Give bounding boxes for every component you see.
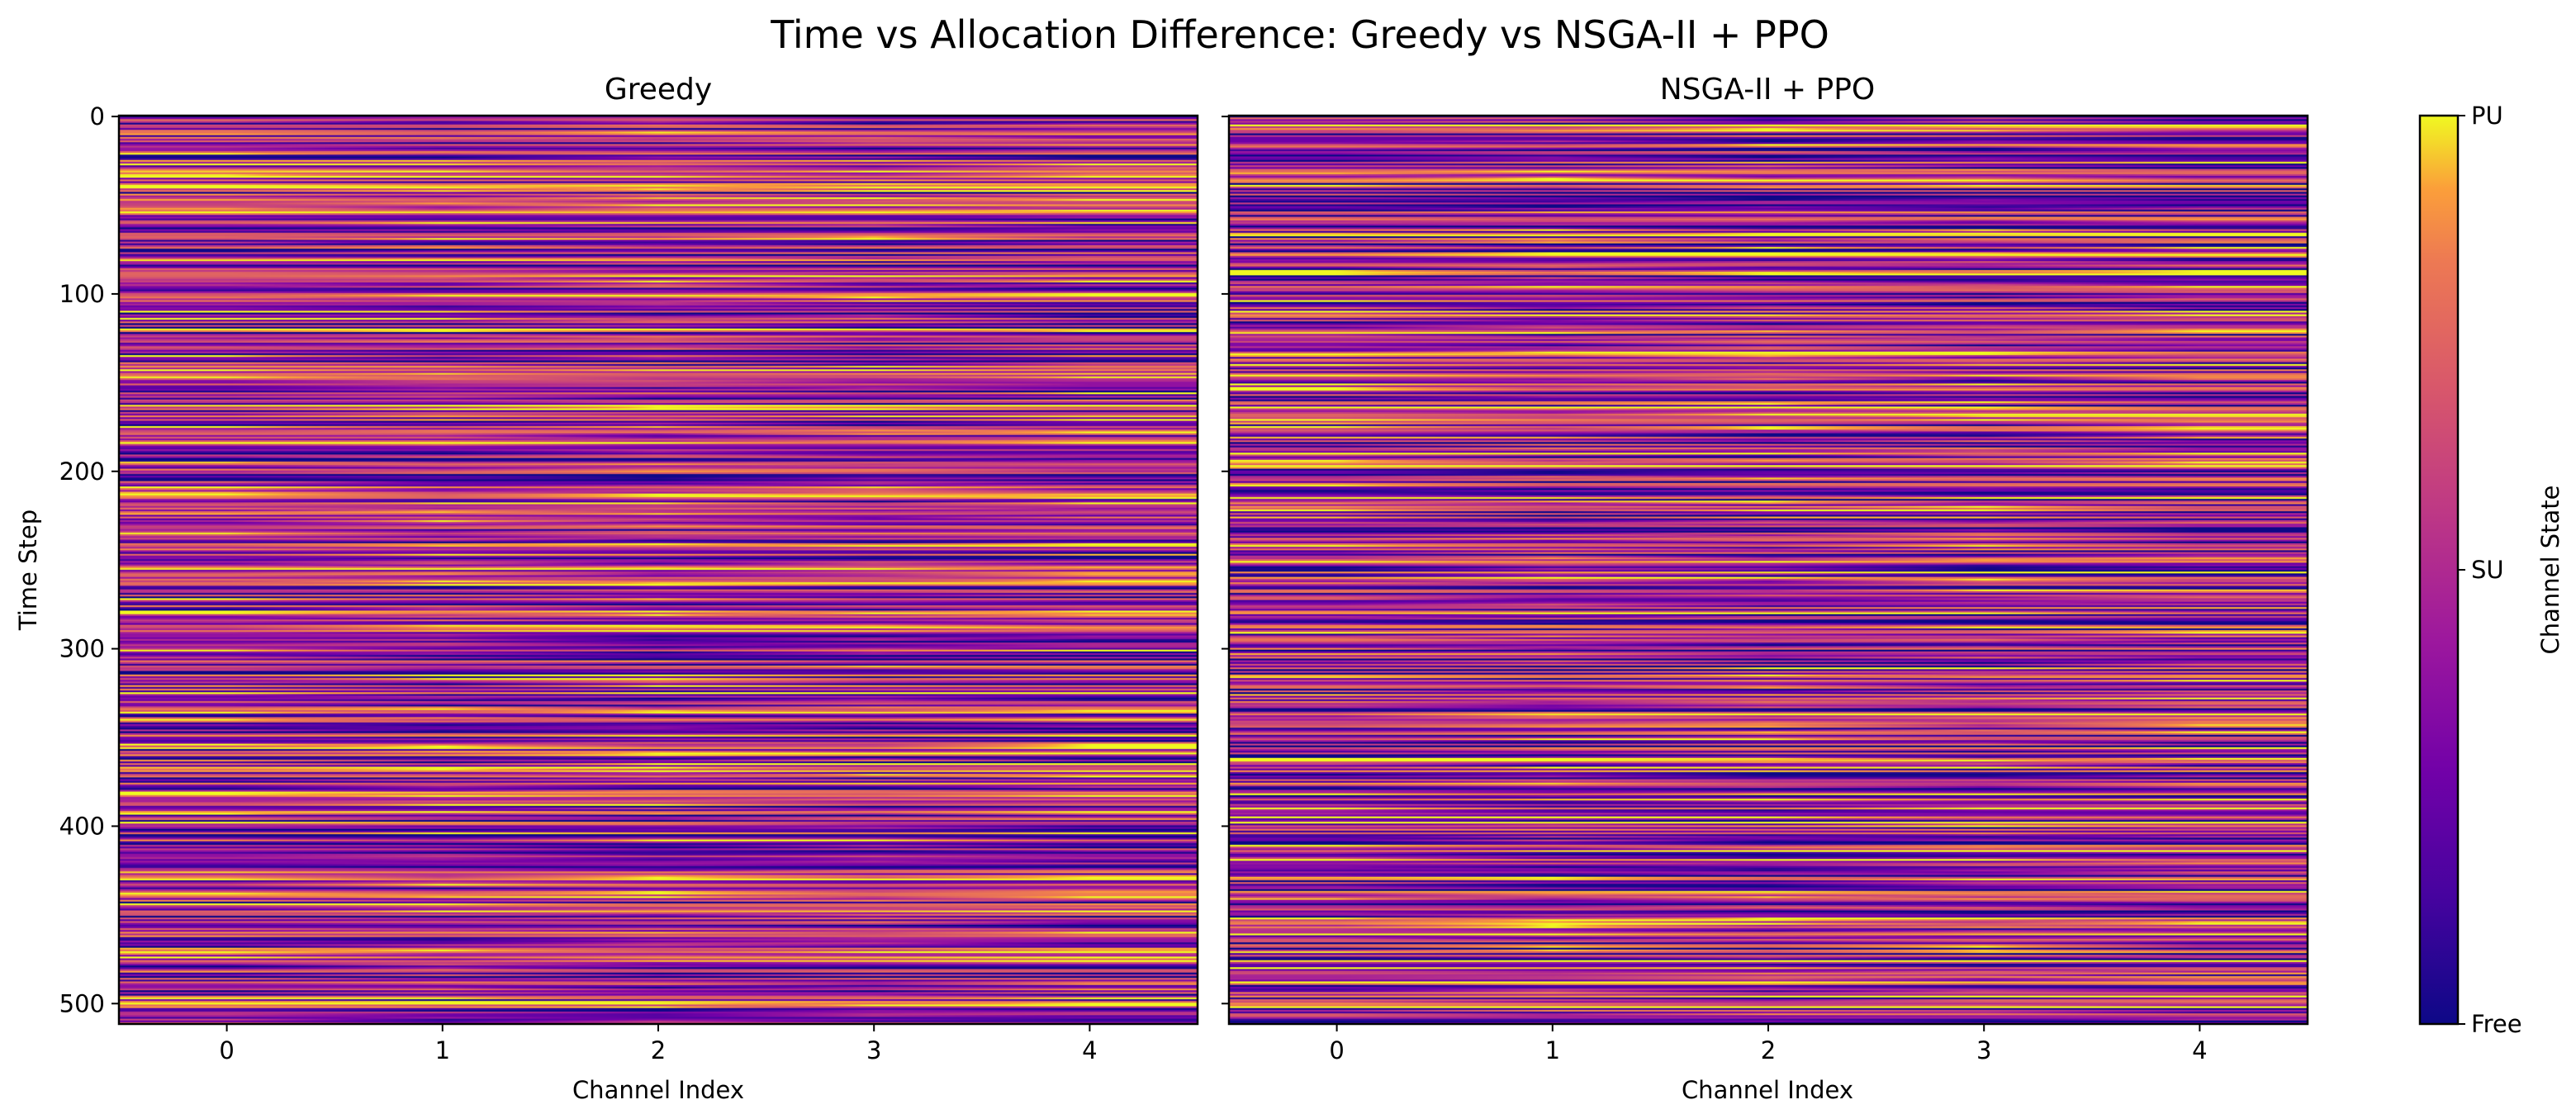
y-axis-nsga-ppo: [1222, 116, 1229, 1005]
x-tick-label: 1: [1545, 1036, 1560, 1064]
y-tick-label: 0: [90, 102, 105, 130]
x-tick-label: 3: [866, 1036, 881, 1064]
y-tick-label: 100: [59, 280, 105, 308]
x-tick-label: 2: [651, 1036, 666, 1064]
x-tick-label: 3: [1976, 1036, 1991, 1064]
colorbar-tick-label: Free: [2471, 1010, 2522, 1038]
panel-title-greedy: Greedy: [605, 73, 712, 107]
x-tick-label: 1: [435, 1036, 450, 1064]
x-axis-label-greedy: Channel Index: [572, 1076, 744, 1104]
colorbar: Free SU PU Channel State: [2418, 102, 2564, 1038]
x-tick-label: 2: [1761, 1036, 1776, 1064]
colorbar-gradient: [2420, 116, 2458, 1024]
figure-title: Time vs Allocation Difference: Greedy vs…: [770, 12, 1829, 57]
colorbar-ticks: Free SU PU: [2458, 102, 2522, 1038]
x-axis-greedy: 0 1 2 3 4: [219, 1024, 1098, 1064]
x-axis-label-nsga-ppo: Channel Index: [1682, 1076, 1853, 1104]
y-tick-label: 300: [59, 635, 105, 663]
x-axis-nsga-ppo: 0 1 2 3 4: [1329, 1024, 2208, 1064]
y-tick-label: 200: [59, 457, 105, 486]
y-axis-label: Time Step: [14, 510, 42, 631]
panel-greedy: Greedy 0 1 2 3 4 0 100 200 300 400 500 Channel In…: [14, 73, 1199, 1104]
panel-nsga-ppo: NSGA-II + PPO 0 1 2 3 4 Channel Index: [1222, 73, 2309, 1104]
x-tick-label: 0: [219, 1036, 234, 1064]
heatmap-nsga-ppo: [1229, 116, 2308, 1024]
colorbar-tick-label: SU: [2471, 556, 2504, 584]
y-tick-label: 400: [59, 812, 105, 840]
x-tick-label: 4: [2192, 1036, 2207, 1064]
heatmap-greedy: [119, 116, 1198, 1024]
colorbar-label: Channel State: [2536, 485, 2564, 654]
panel-title-nsga-ppo: NSGA-II + PPO: [1660, 73, 1876, 107]
y-axis-greedy: 0 100 200 300 400 500: [59, 102, 119, 1017]
y-tick-label: 500: [59, 989, 105, 1017]
colorbar-tick-label: PU: [2471, 102, 2503, 130]
x-tick-label: 0: [1329, 1036, 1344, 1064]
x-tick-label: 4: [1082, 1036, 1097, 1064]
